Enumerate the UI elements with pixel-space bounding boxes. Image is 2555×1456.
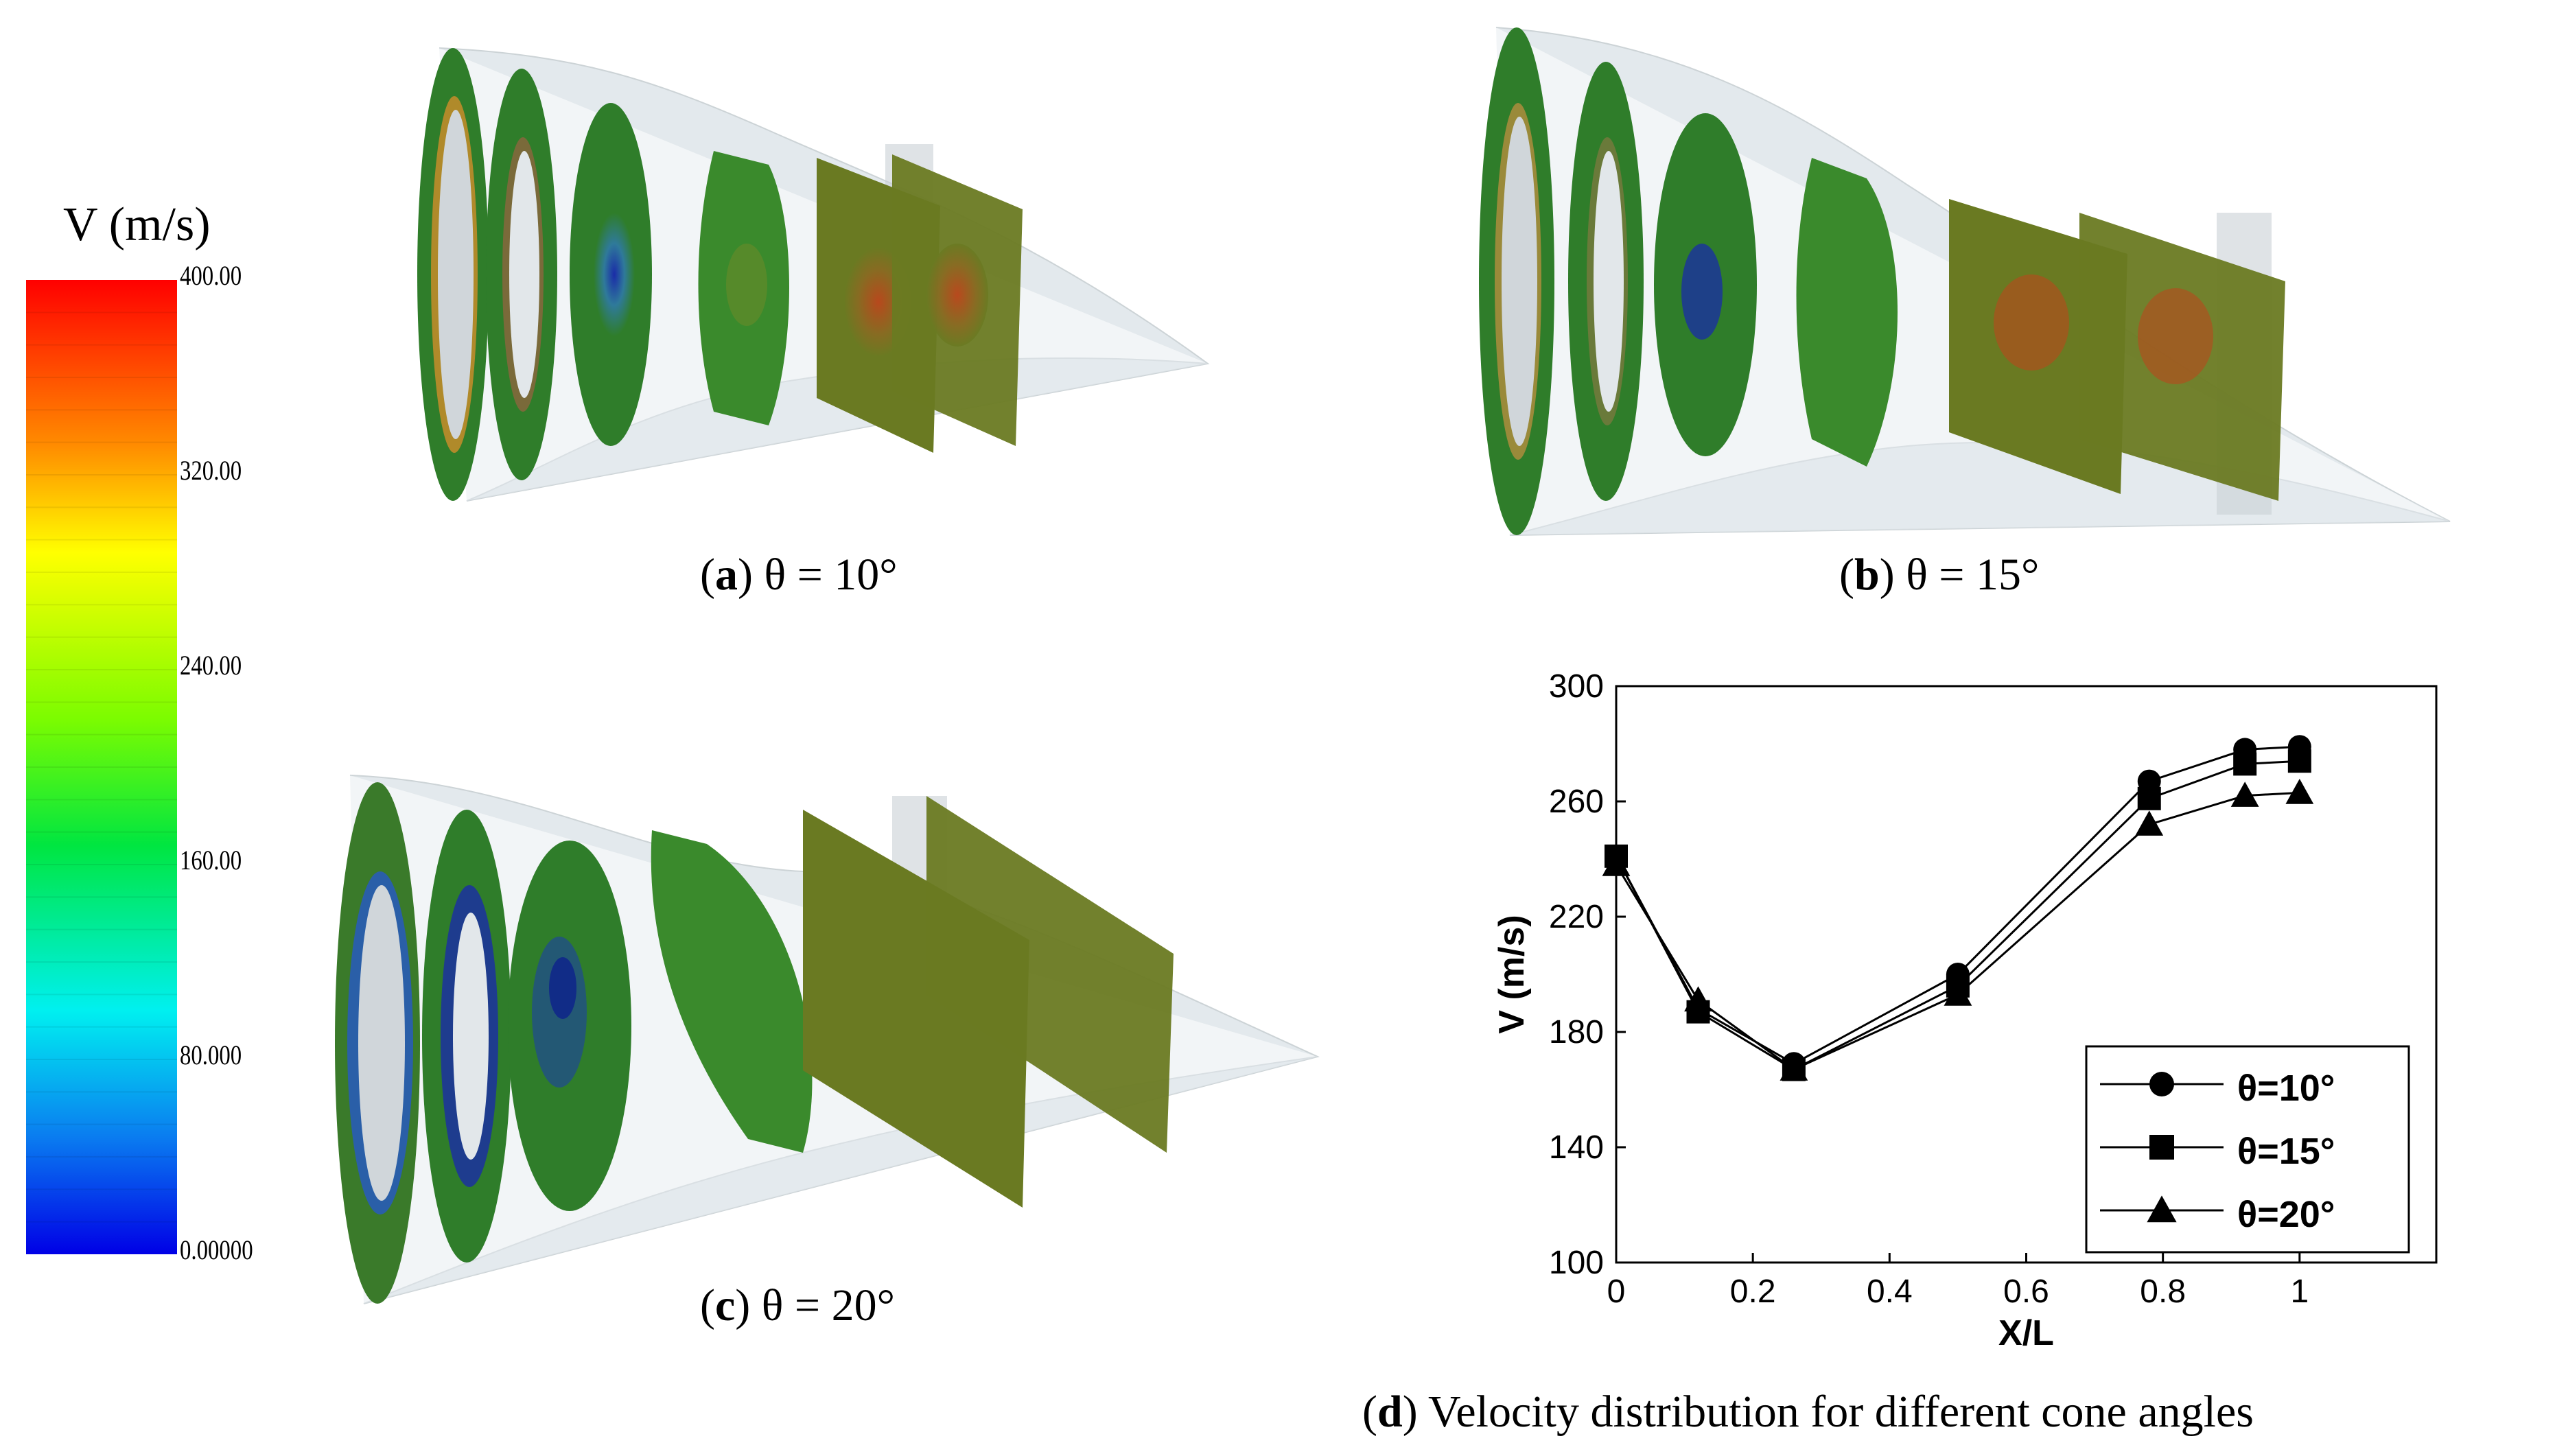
data-point-triangle xyxy=(1780,1055,1808,1081)
x-tick-label: 0.6 xyxy=(2003,1273,2049,1310)
caption-b-letter: b xyxy=(1854,550,1880,600)
legend-label: θ=15° xyxy=(2237,1131,2335,1172)
colorbar-gradient xyxy=(26,280,177,1254)
caption-c: (c) θ = 20° xyxy=(700,1280,895,1330)
x-axis-label: X/L xyxy=(1998,1313,2054,1353)
x-tick-label: 0.2 xyxy=(1730,1273,1776,1310)
data-point-square xyxy=(2233,752,2257,776)
colorbar-tick-240: 240.00 xyxy=(180,650,242,681)
y-tick-label: 300 xyxy=(1549,668,1604,705)
y-tick-label: 220 xyxy=(1549,899,1604,935)
data-point-triangle xyxy=(2135,810,2164,836)
colorbar-tick-160: 160.00 xyxy=(180,845,242,876)
data-point-triangle xyxy=(2285,779,2314,804)
legend-marker-circle xyxy=(2149,1072,2174,1096)
y-tick-label: 260 xyxy=(1549,784,1604,820)
x-tick-label: 0.4 xyxy=(1867,1273,1913,1310)
y-axis-label: V (m/s) xyxy=(1492,915,1532,1033)
data-point-triangle xyxy=(1602,851,1631,876)
caption-c-letter: c xyxy=(714,1280,736,1330)
caption-d-text: Velocity distribution for different cone… xyxy=(1428,1387,2254,1437)
caption-a-letter: a xyxy=(714,550,738,600)
x-tick-label: 0.8 xyxy=(2140,1273,2186,1310)
caption-a: (a) θ = 10° xyxy=(700,550,898,600)
x-tick-label: 0 xyxy=(1607,1273,1626,1310)
legend-marker-square xyxy=(2149,1135,2174,1160)
data-point-square xyxy=(2287,749,2311,773)
colorbar-tick-80: 80.000 xyxy=(180,1040,242,1070)
legend-marker-triangle xyxy=(2147,1195,2177,1223)
series-line-square xyxy=(1615,760,2300,1071)
y-tick-label: 140 xyxy=(1549,1129,1604,1166)
caption-a-text: θ = 10° xyxy=(764,550,898,600)
cfd-panel-c xyxy=(335,775,1320,1304)
caption-d: (d) Velocity distribution for different … xyxy=(1362,1387,2254,1437)
caption-d-letter: d xyxy=(1377,1387,1403,1437)
colorbar-title: V (m/s) xyxy=(63,198,211,251)
legend-box xyxy=(2085,1045,2410,1254)
legend-label: θ=20° xyxy=(2237,1194,2335,1235)
colorbar xyxy=(26,280,177,1254)
colorbar-tick-400: 400.00 xyxy=(180,260,242,291)
y-tick-label: 100 xyxy=(1549,1245,1604,1281)
y-tick-label: 180 xyxy=(1549,1014,1604,1050)
colorbar-tick-320: 320.00 xyxy=(180,455,242,486)
series-line-triangle xyxy=(1615,791,2300,1071)
data-point-triangle xyxy=(2230,782,2259,807)
data-point-triangle xyxy=(1684,986,1712,1012)
data-point-triangle xyxy=(1944,981,1972,1006)
colorbar-tick-0: 0.00000 xyxy=(180,1234,253,1265)
velocity-chart: 0 0.2 0.4 0.6 0.8 1 100 140 180 220 260 300 X/L V (m/… xyxy=(1492,668,2438,1353)
caption-c-text: θ = 20° xyxy=(761,1280,895,1330)
cfd-panel-b xyxy=(1479,27,2451,536)
x-tick-label: 1 xyxy=(2290,1273,2309,1310)
caption-b-text: θ = 15° xyxy=(1906,550,2040,600)
caption-b: (b) θ = 15° xyxy=(1839,550,2040,600)
cfd-panel-a xyxy=(417,47,1210,502)
data-point-square xyxy=(2137,786,2161,810)
legend-label: θ=10° xyxy=(2237,1068,2335,1109)
